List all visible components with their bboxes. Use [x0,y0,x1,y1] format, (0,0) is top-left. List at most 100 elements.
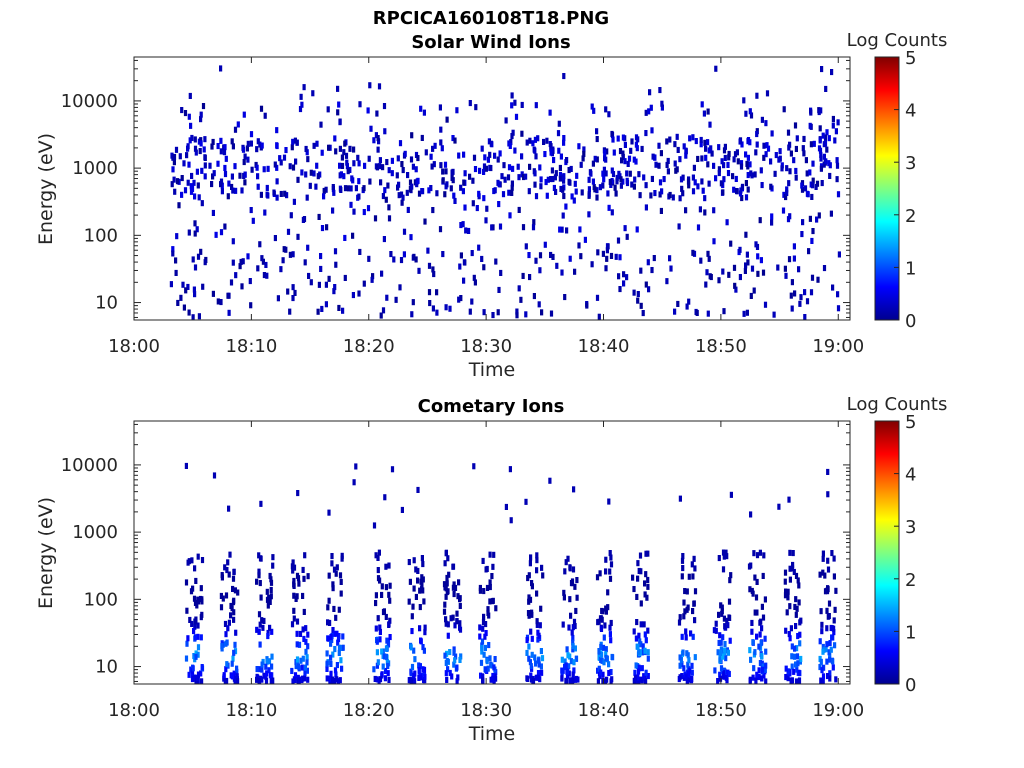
data-pixel [269,586,273,593]
data-pixel [621,178,625,185]
data-pixel [335,662,339,669]
data-pixel [528,560,532,567]
data-pixel [539,663,543,670]
data-pixel [568,179,572,186]
data-pixel [346,168,350,175]
data-pixel [797,582,801,589]
data-pixel [821,648,825,655]
data-pixel [332,189,336,196]
data-pixel [615,178,619,185]
data-pixel [569,612,573,619]
data-pixel [333,284,337,291]
data-pixel [329,660,333,667]
data-pixel [561,174,565,181]
data-pixel [602,659,606,666]
data-pixel [226,193,230,200]
data-pixel [528,659,532,666]
data-pixel [558,164,562,171]
data-pixel [249,207,253,214]
data-pixel [699,136,703,143]
data-pixel [273,161,277,168]
x-tick-label: 18:20 [343,700,395,721]
data-pixel [337,606,341,613]
data-pixel [723,623,727,630]
data-pixel [497,286,501,293]
data-pixel [606,190,610,197]
panel-1-title: Solar Wind Ions [411,32,571,53]
data-pixel [551,146,555,153]
data-pixel [748,586,752,593]
data-pixel [196,651,200,658]
data-pixel [696,224,701,231]
data-pixel [201,103,206,110]
data-pixel [196,633,200,640]
data-pixel [786,668,790,675]
data-pixel [422,598,426,605]
data-pixel [824,646,828,653]
data-pixel [644,204,648,211]
data-pixel [184,655,189,662]
data-pixel [799,294,803,301]
data-pixel [338,119,342,126]
data-pixel [714,627,718,634]
data-pixel [493,656,497,663]
data-pixel [811,160,815,167]
data-pixel [758,631,762,638]
data-pixel [235,673,239,680]
data-pixel [454,653,458,660]
data-pixel [534,193,539,200]
data-pixel [792,157,796,164]
data-pixel [455,678,459,685]
data-pixel [676,146,680,153]
data-pixel [458,602,462,609]
data-pixel [810,237,814,244]
data-pixel [383,128,387,135]
data-pixel [461,221,465,228]
data-pixel [230,183,234,190]
data-pixel [800,182,804,189]
data-pixel [720,604,724,611]
data-pixel [790,305,794,312]
data-pixel [358,101,362,108]
data-pixel [745,251,749,258]
data-pixel [563,294,567,301]
data-pixel [819,165,823,172]
data-pixel [684,152,688,159]
data-pixel [751,639,755,646]
data-pixel [760,653,764,660]
data-pixel [409,644,413,651]
data-pixel [706,139,710,146]
data-pixel [721,549,726,556]
data-pixel [599,656,603,663]
data-pixel [223,620,228,627]
data-pixel [560,226,564,233]
data-pixel [449,185,453,192]
data-pixel [616,237,621,244]
data-pixel [549,310,554,317]
data-pixel [227,619,231,626]
data-pixel [712,627,716,634]
data-pixel [329,634,333,641]
data-pixel [327,572,331,579]
data-pixel [745,160,749,167]
data-pixel [236,678,240,685]
data-pixel [641,643,645,650]
data-pixel [211,290,215,297]
y-tick-label: 10000 [61,455,118,476]
data-pixel [379,312,383,319]
data-pixel [458,656,462,663]
data-pixel [302,84,306,91]
data-pixel [609,252,614,259]
data-pixel [606,589,610,596]
data-pixel [377,83,382,90]
data-pixel [419,105,423,112]
data-pixel [654,161,658,168]
data-pixel [305,194,309,201]
data-pixel [717,170,721,177]
data-pixel [570,193,574,200]
data-pixel [198,148,202,155]
data-pixel [494,605,498,612]
data-pixel [421,666,425,673]
data-pixel [431,266,435,273]
